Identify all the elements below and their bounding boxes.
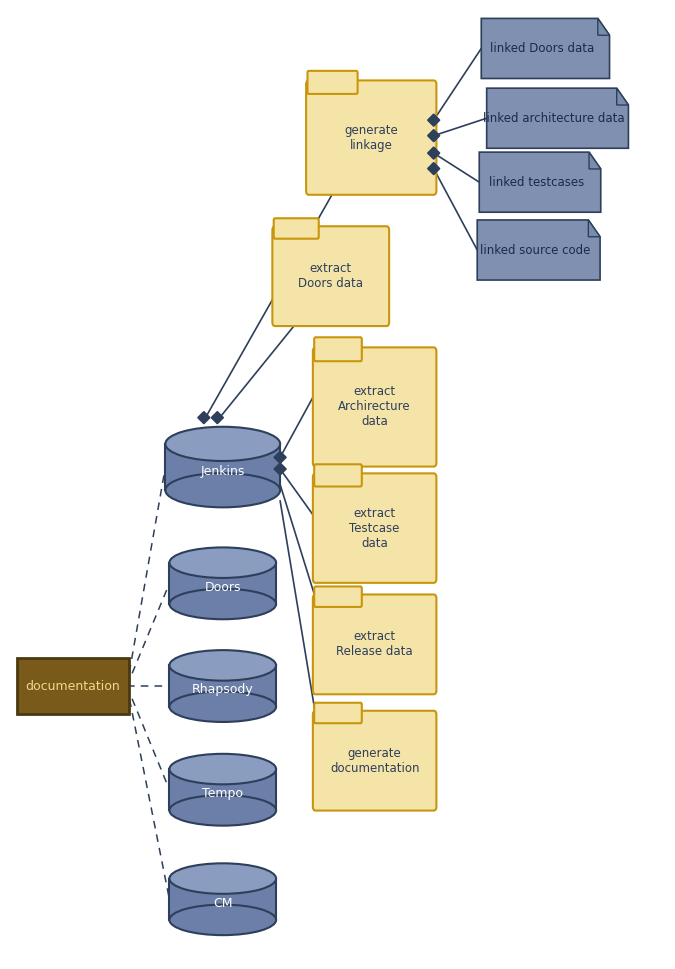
Polygon shape — [428, 163, 440, 174]
Polygon shape — [617, 88, 628, 105]
FancyBboxPatch shape — [315, 703, 362, 723]
Ellipse shape — [169, 905, 276, 935]
FancyBboxPatch shape — [169, 563, 276, 604]
Polygon shape — [428, 114, 440, 126]
Text: linked Doors data: linked Doors data — [490, 42, 594, 55]
Ellipse shape — [169, 796, 276, 826]
FancyBboxPatch shape — [272, 227, 389, 326]
Polygon shape — [274, 463, 286, 475]
FancyBboxPatch shape — [169, 879, 276, 920]
Polygon shape — [589, 152, 601, 169]
Text: CM: CM — [213, 896, 232, 910]
Text: Jenkins: Jenkins — [200, 465, 245, 478]
FancyBboxPatch shape — [306, 80, 437, 195]
Text: documentation: documentation — [26, 679, 120, 693]
Ellipse shape — [165, 426, 280, 461]
FancyBboxPatch shape — [313, 348, 437, 467]
Ellipse shape — [169, 863, 276, 893]
Polygon shape — [598, 18, 610, 35]
Polygon shape — [487, 88, 628, 148]
FancyBboxPatch shape — [274, 218, 319, 238]
Text: linked testcases: linked testcases — [489, 175, 585, 189]
FancyBboxPatch shape — [315, 337, 362, 361]
Text: generate
documentation: generate documentation — [330, 747, 419, 774]
Polygon shape — [479, 152, 601, 212]
FancyBboxPatch shape — [315, 586, 362, 607]
FancyBboxPatch shape — [313, 594, 437, 694]
Polygon shape — [428, 147, 440, 159]
Polygon shape — [428, 130, 440, 141]
Text: extract
Archirecture
data: extract Archirecture data — [338, 386, 411, 428]
Text: Rhapsody: Rhapsody — [192, 683, 254, 697]
Text: extract
Doors data: extract Doors data — [298, 263, 363, 290]
Ellipse shape — [169, 692, 276, 722]
Ellipse shape — [169, 650, 276, 680]
Polygon shape — [211, 412, 223, 423]
FancyBboxPatch shape — [169, 769, 276, 810]
Text: Doors: Doors — [205, 580, 241, 594]
Text: linked architecture data: linked architecture data — [483, 111, 625, 125]
Polygon shape — [589, 220, 600, 236]
Ellipse shape — [165, 473, 280, 508]
Polygon shape — [481, 18, 610, 78]
FancyBboxPatch shape — [165, 444, 280, 490]
Polygon shape — [477, 220, 600, 280]
FancyBboxPatch shape — [17, 658, 129, 714]
FancyBboxPatch shape — [169, 666, 276, 706]
Ellipse shape — [169, 547, 276, 578]
FancyBboxPatch shape — [308, 71, 358, 94]
Text: extract
Release data: extract Release data — [336, 631, 413, 658]
FancyBboxPatch shape — [315, 464, 362, 486]
Ellipse shape — [169, 754, 276, 784]
Text: extract
Testcase
data: extract Testcase data — [350, 507, 400, 549]
Text: linked source code: linked source code — [480, 243, 591, 257]
Polygon shape — [198, 412, 210, 423]
Text: Tempo: Tempo — [202, 787, 243, 800]
Polygon shape — [274, 452, 286, 463]
Ellipse shape — [169, 589, 276, 619]
Text: generate
linkage: generate linkage — [344, 124, 398, 151]
FancyBboxPatch shape — [313, 473, 437, 583]
FancyBboxPatch shape — [313, 711, 437, 810]
